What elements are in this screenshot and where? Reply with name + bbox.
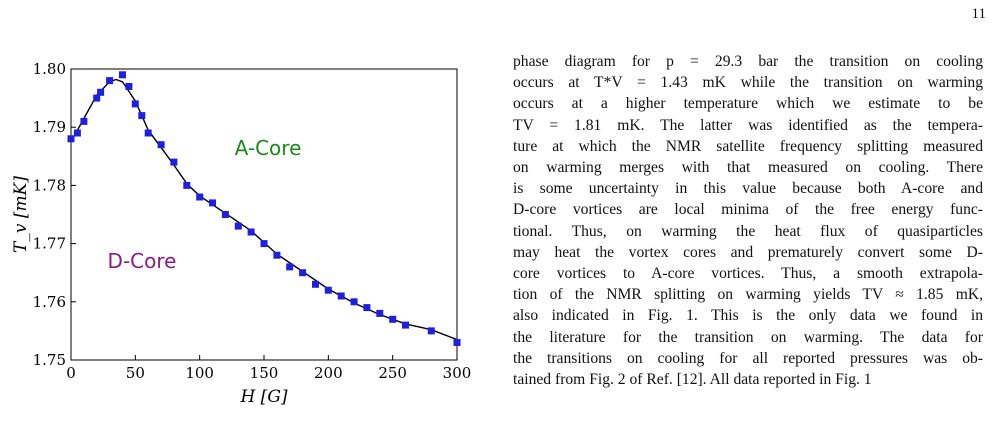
data-point — [93, 94, 101, 102]
text-line: tained from Fig. 2 of Ref. [12]. All dat… — [513, 371, 872, 389]
data-point — [337, 292, 345, 300]
data-point — [80, 117, 88, 125]
x-tick-label: 100 — [185, 364, 214, 382]
text-line: the literature for the transition on war… — [513, 328, 983, 346]
data-point — [157, 141, 165, 149]
data-point — [273, 251, 281, 259]
y-tick-label: 1.75 — [33, 351, 66, 369]
data-point — [389, 315, 397, 323]
data-point — [138, 112, 146, 120]
text-line: is some uncertainty in this value becaus… — [513, 180, 983, 198]
data-point — [350, 298, 358, 306]
text-line: on warming merges with that measured on … — [513, 159, 983, 177]
y-axis-label: T_v [mK] — [11, 176, 31, 253]
x-tick-label: 0 — [66, 364, 76, 382]
data-point — [427, 327, 435, 335]
x-tick-label: 50 — [126, 364, 145, 382]
page-number: 11 — [971, 6, 986, 22]
data-point — [119, 71, 126, 79]
text-line: TV = 1.81 mK. The latter was identified … — [513, 116, 983, 134]
fit-line — [70, 78, 458, 341]
x-tick-label: 300 — [443, 364, 472, 382]
x-tick-label: 250 — [378, 364, 407, 382]
text-line: tion of the NMR splitting on warming yie… — [513, 286, 983, 304]
data-point — [144, 129, 152, 137]
text-line: ture at which the NMR satellite frequenc… — [513, 137, 983, 155]
data-point — [170, 158, 178, 166]
data-point — [196, 193, 204, 201]
data-point — [312, 280, 319, 288]
data-point — [376, 309, 384, 317]
text-line: also indicated in Fig. 1. This is the on… — [513, 307, 983, 325]
text-line: may heat the vortex cores and prematurel… — [513, 243, 983, 261]
data-point — [453, 339, 461, 346]
text-line: tional. Thus, on warming the heat flux o… — [513, 222, 983, 240]
data-point — [299, 269, 307, 277]
data-point — [125, 83, 133, 90]
text-line: occurs at T*V = 1.43 mK while the transi… — [513, 74, 983, 92]
data-point — [221, 211, 229, 218]
y-tick-label: 1.79 — [33, 118, 66, 136]
text-line: the transitions on cooling for all repor… — [513, 349, 983, 367]
text-line: core vortices to A-core vortices. Thus, … — [513, 265, 983, 283]
annotation-d-core: D-Core — [108, 249, 177, 273]
data-point — [260, 240, 268, 248]
y-tick-label: 1.78 — [33, 176, 66, 194]
data-point — [131, 100, 139, 108]
annotation-a-core: A-Core — [235, 136, 302, 160]
x-tick-label: 150 — [250, 364, 279, 382]
data-point — [247, 228, 255, 236]
data-point — [234, 222, 242, 230]
data-point — [324, 286, 332, 294]
data-point — [73, 129, 81, 137]
y-tick-label: 1.80 — [33, 60, 66, 78]
data-point — [183, 181, 191, 189]
body-text: phase diagram for p = 29.3 bar the trans… — [513, 51, 983, 390]
y-tick-label: 1.77 — [33, 235, 66, 253]
figure-phase-diagram: 0 50 100 150 200 250 300 1.75 1.76 1.77 1.78 1.79 1.… — [0, 46, 480, 439]
data-point — [106, 77, 114, 85]
y-tick-label: 1.76 — [33, 293, 66, 311]
text-line: phase diagram for p = 29.3 bar the trans… — [513, 53, 983, 70]
data-point — [402, 321, 409, 329]
data-point — [67, 135, 75, 143]
chart: 0 50 100 150 200 250 300 1.75 1.76 1.77 1.78 1.79 1.… — [11, 60, 472, 407]
data-point — [286, 263, 294, 271]
text-line: D-core vortices are local minima of the … — [513, 201, 983, 219]
data-point — [209, 199, 216, 207]
x-axis-label: H [G] — [239, 387, 287, 407]
x-tick-label: 200 — [314, 364, 343, 382]
plot-frame — [70, 68, 458, 361]
data-point — [363, 304, 371, 312]
text-line: occurs at a higher temperature which we … — [513, 95, 983, 113]
data-point — [97, 88, 105, 96]
